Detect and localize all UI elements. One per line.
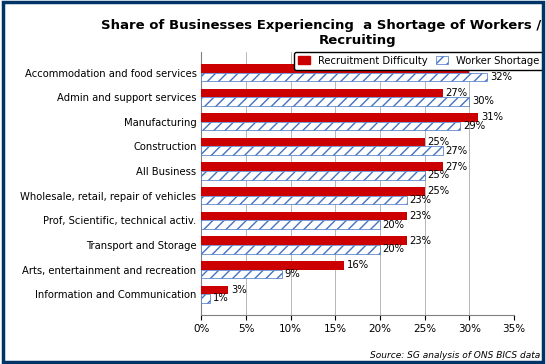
Bar — [201, 196, 407, 204]
Text: 9%: 9% — [284, 269, 300, 279]
Legend: Recruitment Difficulty, Worker Shortage: Recruitment Difficulty, Worker Shortage — [294, 52, 543, 70]
Text: 20%: 20% — [383, 219, 405, 230]
Text: 27%: 27% — [445, 146, 467, 156]
Bar — [201, 138, 425, 146]
Text: 25%: 25% — [428, 186, 449, 196]
Text: 25%: 25% — [428, 170, 449, 180]
Bar — [201, 97, 470, 106]
Bar — [201, 236, 407, 245]
Text: 27%: 27% — [445, 88, 467, 98]
Bar — [201, 171, 425, 180]
Text: 23%: 23% — [410, 211, 431, 221]
Bar — [201, 72, 487, 81]
Text: Source: SG analysis of ONS BICS data: Source: SG analysis of ONS BICS data — [370, 351, 541, 360]
Text: 23%: 23% — [410, 195, 431, 205]
Bar — [201, 285, 228, 294]
Bar — [201, 64, 470, 72]
Bar — [201, 211, 407, 220]
Bar — [201, 113, 478, 122]
Bar — [201, 162, 443, 171]
Text: 32%: 32% — [490, 72, 512, 82]
Bar — [201, 187, 425, 196]
Text: 3%: 3% — [231, 285, 247, 295]
Text: 25%: 25% — [428, 137, 449, 147]
Text: 30%: 30% — [472, 96, 494, 106]
Text: 23%: 23% — [410, 236, 431, 246]
Bar — [201, 269, 282, 278]
Text: 31%: 31% — [481, 112, 503, 122]
Text: 20%: 20% — [383, 244, 405, 254]
Text: 16%: 16% — [347, 260, 369, 270]
Bar — [201, 220, 380, 229]
Text: 29%: 29% — [463, 121, 485, 131]
Bar — [201, 146, 443, 155]
Text: 30%: 30% — [472, 63, 494, 73]
Text: 27%: 27% — [445, 162, 467, 172]
Text: 1%: 1% — [213, 293, 229, 304]
Bar — [201, 122, 460, 130]
Bar — [201, 245, 380, 253]
Bar — [201, 88, 443, 97]
Bar — [201, 261, 345, 269]
Title: Share of Businesses Experiencing  a Shortage of Workers / Difficulty
Recruiting: Share of Businesses Experiencing a Short… — [101, 19, 546, 47]
Bar — [201, 294, 210, 303]
